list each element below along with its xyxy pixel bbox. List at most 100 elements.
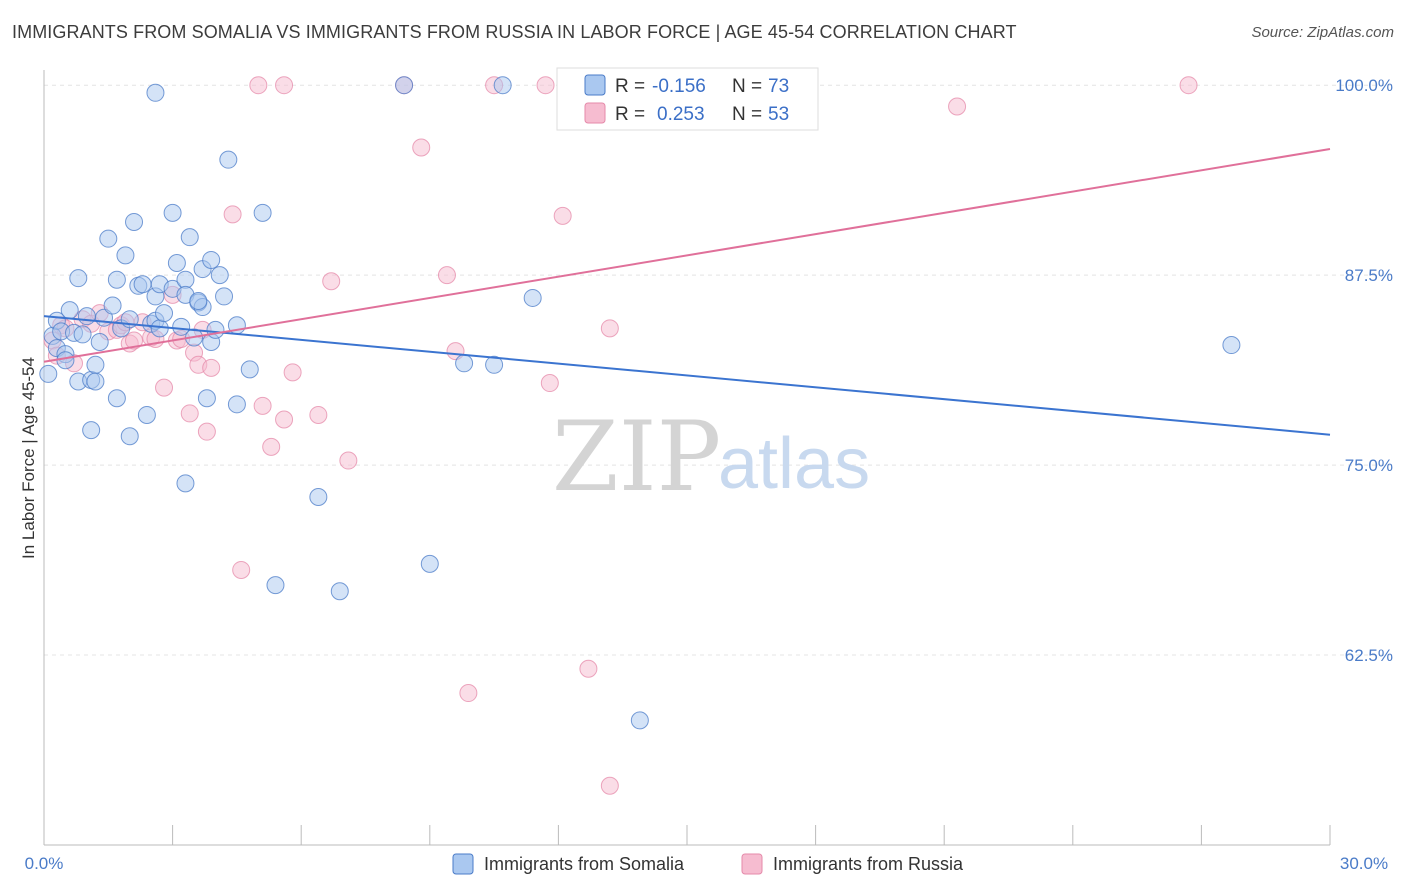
y-tick-label: 100.0%: [1335, 76, 1393, 95]
point-russia: [553, 206, 572, 225]
point-somalia: [39, 364, 58, 383]
point-russia: [339, 451, 358, 470]
point-russia: [309, 405, 328, 424]
point-somalia: [107, 389, 126, 408]
source-label: Source: ZipAtlas.com: [1251, 24, 1394, 41]
series-somalia-points: [39, 76, 1241, 730]
watermark-atlas: atlas: [718, 424, 870, 504]
point-russia: [253, 396, 272, 415]
bottom-legend-label-russia: Immigrants from Russia: [773, 854, 964, 874]
point-somalia: [197, 389, 216, 408]
point-somalia: [202, 250, 221, 269]
legend: R = -0.156 N = 73 R = 0.253 N = 53: [556, 67, 819, 131]
point-russia: [412, 138, 431, 157]
point-russia: [579, 659, 598, 678]
point-somalia: [133, 275, 152, 294]
point-somalia: [206, 320, 225, 339]
point-russia: [155, 378, 174, 397]
point-russia: [262, 437, 281, 456]
x-tick-label-max: 30.0%: [1340, 854, 1388, 873]
point-russia: [275, 76, 294, 95]
y-tick-labels: 62.5% 75.0% 87.5% 100.0%: [1335, 76, 1393, 665]
point-somalia: [103, 296, 122, 315]
y-tick-label: 87.5%: [1345, 266, 1393, 285]
watermark: ZIP atlas: [552, 401, 870, 513]
legend-n-value-somalia: 73: [768, 76, 789, 97]
y-tick-label: 62.5%: [1345, 646, 1393, 665]
point-russia: [459, 684, 478, 703]
trendlines: [43, 148, 1331, 436]
point-somalia: [330, 582, 349, 601]
trendline-russia: [43, 148, 1331, 363]
point-russia: [600, 319, 619, 338]
point-somalia: [155, 304, 174, 323]
point-russia: [223, 205, 242, 224]
point-somalia: [455, 354, 474, 373]
point-somalia: [210, 266, 229, 285]
point-somalia: [99, 229, 118, 248]
legend-r-value-russia: 0.253: [657, 104, 705, 125]
point-somalia: [125, 212, 144, 231]
bottom-legend: Immigrants from Somalia Immigrants from …: [452, 853, 964, 875]
point-somalia: [485, 355, 504, 374]
point-somalia: [493, 76, 512, 95]
point-somalia: [253, 203, 272, 222]
point-russia: [540, 374, 559, 393]
point-somalia: [73, 325, 92, 344]
point-russia: [197, 422, 216, 441]
legend-r-label-russia: R =: [615, 104, 645, 125]
point-russia: [948, 97, 967, 116]
point-somalia: [90, 333, 109, 352]
point-russia: [202, 358, 221, 377]
legend-r-label-somalia: R =: [615, 76, 645, 97]
y-tick-label: 75.0%: [1345, 456, 1393, 475]
point-somalia: [395, 76, 414, 95]
point-somalia: [137, 405, 156, 424]
gridlines: [44, 84, 1392, 656]
bottom-legend-label-somalia: Immigrants from Somalia: [484, 854, 685, 874]
point-somalia: [180, 228, 199, 247]
point-somalia: [167, 253, 186, 272]
point-russia: [437, 266, 456, 285]
point-somalia: [86, 355, 105, 374]
point-somalia: [107, 270, 126, 289]
trendline-somalia: [43, 315, 1331, 436]
point-somalia: [219, 150, 238, 169]
point-somalia: [420, 554, 439, 573]
point-somalia: [240, 360, 259, 379]
point-somalia: [1222, 336, 1241, 355]
point-russia: [249, 76, 268, 95]
point-somalia: [630, 711, 649, 730]
point-russia: [536, 76, 555, 95]
point-russia: [1179, 76, 1198, 95]
point-somalia: [176, 270, 195, 289]
point-russia: [283, 363, 302, 382]
point-somalia: [120, 427, 139, 446]
legend-n-value-russia: 53: [768, 104, 789, 125]
legend-n-label-somalia: N =: [732, 76, 762, 97]
point-somalia: [523, 288, 542, 307]
point-russia: [180, 404, 199, 423]
point-somalia: [86, 372, 105, 391]
point-somalia: [82, 421, 101, 440]
point-russia: [125, 331, 144, 350]
point-russia: [600, 776, 619, 795]
watermark-zip: ZIP: [552, 401, 721, 513]
chart-title: IMMIGRANTS FROM SOMALIA VS IMMIGRANTS FR…: [12, 22, 1017, 42]
legend-swatch-somalia: [584, 74, 606, 96]
legend-swatch-russia: [584, 102, 606, 124]
point-somalia: [266, 576, 285, 595]
point-russia: [232, 560, 251, 579]
point-somalia: [56, 351, 75, 370]
legend-r-value-somalia: -0.156: [652, 76, 706, 97]
point-somalia: [172, 317, 191, 336]
point-russia: [322, 272, 341, 291]
legend-n-label-russia: N =: [732, 104, 762, 125]
bottom-legend-swatch-russia: [741, 853, 763, 875]
point-somalia: [69, 269, 88, 288]
point-russia: [275, 410, 294, 429]
y-axis-label: In Labor Force | Age 45-54: [19, 357, 38, 559]
point-somalia: [60, 301, 79, 320]
point-somalia: [227, 395, 246, 414]
